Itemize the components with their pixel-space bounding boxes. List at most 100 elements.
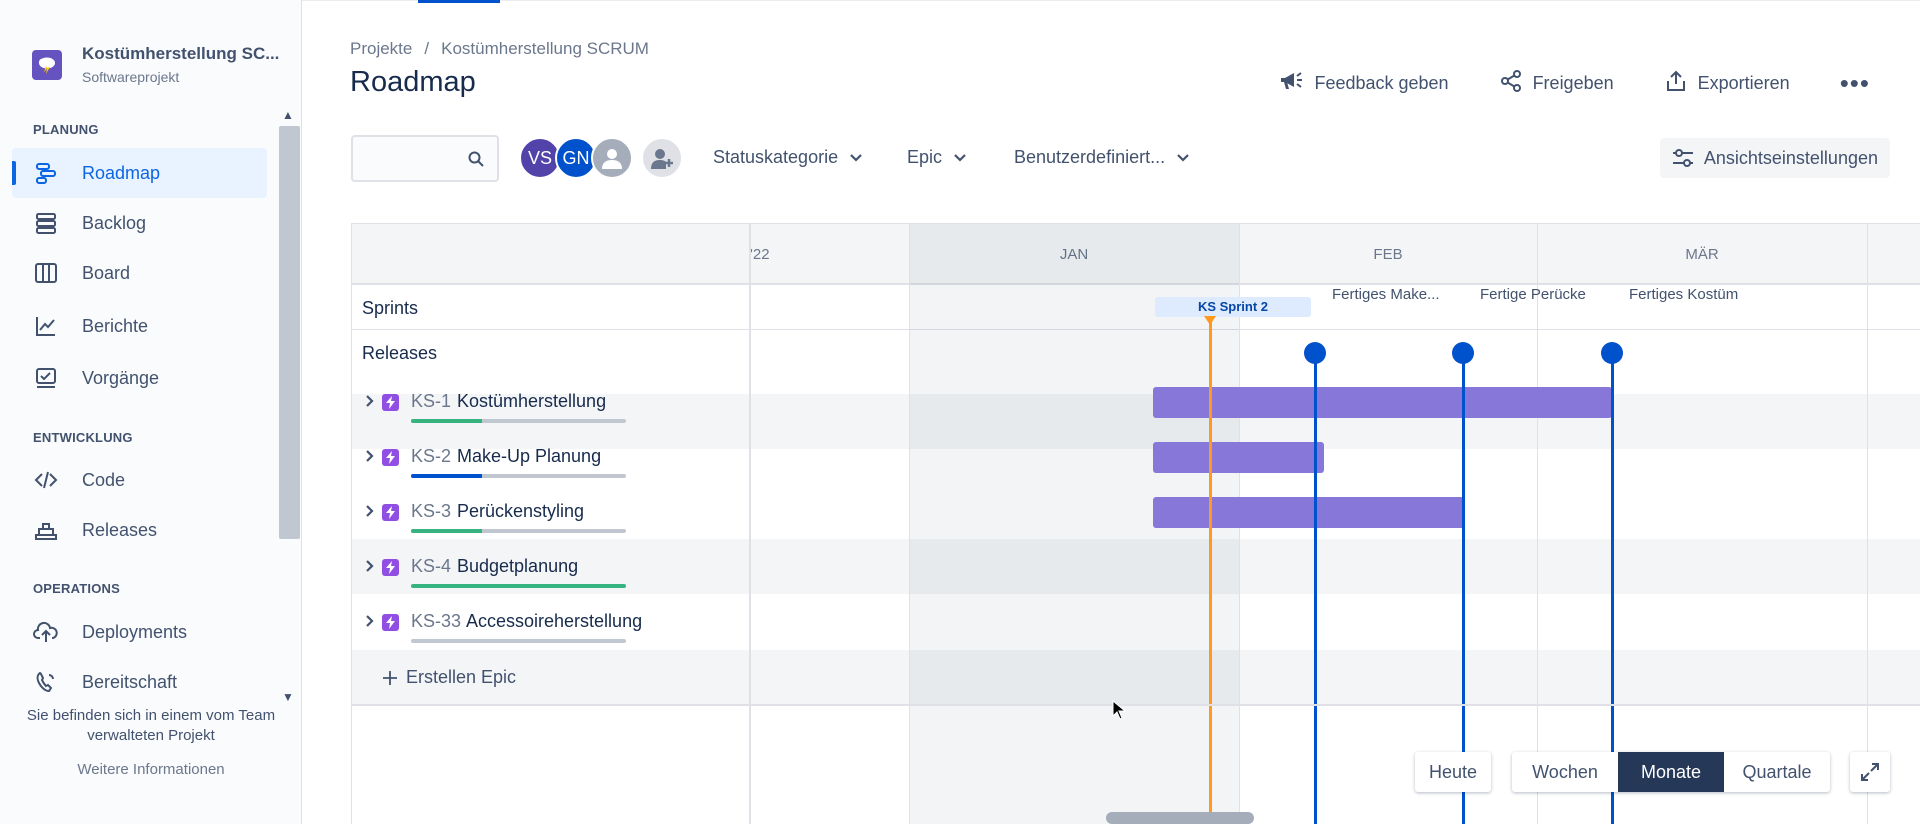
- share-icon: [1499, 69, 1523, 98]
- project-avatar-icon: [32, 49, 62, 80]
- sidebar-item-backlog[interactable]: Backlog: [12, 198, 267, 248]
- avatar-unassigned[interactable]: [591, 137, 633, 179]
- sidebar-nav: PLANUNG Roadmap Backlog Board Berichte: [0, 108, 302, 706]
- expand-chevron-icon[interactable]: [365, 614, 375, 633]
- roadmap-icon: [32, 159, 60, 187]
- release-label[interactable]: Fertiges Kostüm: [1629, 286, 1739, 303]
- custom-filter[interactable]: Benutzerdefiniert...: [1014, 147, 1189, 168]
- code-icon: [32, 466, 60, 494]
- sidebar-item-releases[interactable]: Releases: [12, 505, 267, 555]
- zoom-weeks-button[interactable]: Wochen: [1532, 761, 1598, 782]
- more-info-link[interactable]: Weitere Informationen: [77, 761, 225, 778]
- release-marker[interactable]: [1601, 342, 1623, 364]
- sidebar-item-label: Berichte: [82, 315, 149, 336]
- epic-title: Make-Up Planung: [457, 446, 602, 466]
- epic-row-ks-2[interactable]: KS-2 Make-Up Planung: [352, 430, 749, 485]
- sidebar-item-label: Code: [82, 469, 126, 490]
- epic-progress: [411, 474, 626, 478]
- epic-key: KS-2: [411, 446, 452, 466]
- release-label[interactable]: Fertiges Make...: [1332, 286, 1440, 303]
- issues-icon: [32, 364, 60, 392]
- epic-title: Kostümherstellung: [457, 391, 607, 411]
- expand-chevron-icon[interactable]: [365, 559, 375, 578]
- view-settings-label: Ansichtseinstellungen: [1703, 147, 1878, 168]
- epic-title: Perückenstyling: [457, 501, 585, 521]
- sidebar-scroll-up-icon[interactable]: ▲: [282, 108, 294, 122]
- view-settings-button[interactable]: Ansichtseinstellungen: [1659, 138, 1890, 178]
- epic-filter[interactable]: Epic: [907, 147, 966, 168]
- export-button[interactable]: Exportieren: [1664, 69, 1790, 98]
- epic-row-ks-4[interactable]: KS-4 Budgetplanung: [352, 540, 749, 595]
- breadcrumb: Projekte / Kostümherstellung SCRUM: [350, 39, 649, 59]
- epic-progress: [411, 419, 626, 423]
- sidebar-item-label: Roadmap: [82, 162, 161, 183]
- feedback-button[interactable]: Feedback geben: [1278, 69, 1449, 98]
- sidebar-item-bereitschaft[interactable]: Bereitschaft: [12, 657, 267, 706]
- deployments-icon: [32, 618, 60, 646]
- breadcrumb-project[interactable]: Kostümherstellung SCRUM: [441, 39, 649, 58]
- board-icon: [32, 259, 60, 287]
- expand-chevron-icon[interactable]: [365, 449, 375, 468]
- horizontal-scrollbar[interactable]: [1106, 812, 1254, 824]
- project-name: Kostümherstellung SC...: [82, 44, 280, 63]
- export-icon: [1664, 69, 1688, 98]
- release-label[interactable]: Fertige Perücke: [1480, 286, 1586, 303]
- sidebar-item-board[interactable]: Board: [12, 248, 267, 298]
- avatar-filter: VS GN: [519, 137, 683, 179]
- chevron-down-icon: [1177, 153, 1189, 162]
- expand-chevron-icon[interactable]: [365, 504, 375, 523]
- avatar-gn[interactable]: GN: [555, 137, 597, 179]
- epic-bar-ks-3[interactable]: [1153, 497, 1464, 528]
- sidebar-item-deployments[interactable]: Deployments: [12, 607, 267, 657]
- fullscreen-button[interactable]: [1850, 752, 1890, 792]
- roadmap-timeline: '22 JAN FEB MÄR Sprints Releases KS Spri…: [351, 223, 1920, 824]
- today-button[interactable]: Heute: [1415, 752, 1491, 792]
- avatar-vs[interactable]: VS: [519, 137, 561, 179]
- epic-row-ks-3[interactable]: KS-3 Perückenstyling: [352, 485, 749, 540]
- share-button[interactable]: Freigeben: [1499, 69, 1614, 98]
- epic-key: KS-33: [411, 611, 462, 631]
- month-label: '22: [750, 246, 770, 263]
- project-header[interactable]: Kostümherstellung SC... Softwareprojekt: [32, 44, 279, 85]
- sidebar-item-label: Vorgänge: [82, 367, 160, 388]
- sidebar-item-label: Backlog: [82, 212, 147, 233]
- sprint-chip[interactable]: KS Sprint 2: [1155, 297, 1311, 317]
- epic-lightning-icon: [382, 559, 399, 576]
- search-input[interactable]: [351, 135, 499, 182]
- sidebar-scroll-down-icon[interactable]: ▼: [282, 690, 294, 704]
- sidebar-item-berichte[interactable]: Berichte: [12, 301, 267, 351]
- epic-row-ks-1[interactable]: KS-1 Kostümherstellung: [352, 375, 749, 430]
- release-marker[interactable]: [1304, 342, 1326, 364]
- sidebar-item-code[interactable]: Code: [12, 455, 267, 505]
- epic-filter-label: Epic: [907, 147, 943, 167]
- epic-bar-ks-1[interactable]: [1153, 387, 1612, 418]
- release-marker[interactable]: [1452, 342, 1474, 364]
- add-people-button[interactable]: [641, 137, 683, 179]
- epic-row-ks-33[interactable]: KS-33 Accessoireherstellung: [352, 595, 749, 650]
- today-marker-head: [1204, 316, 1216, 325]
- team-managed-note: Sie befinden sich in einem vom Team verw…: [26, 707, 276, 744]
- sidebar-scrollbar[interactable]: [279, 126, 300, 539]
- epic-bar-ks-2[interactable]: [1153, 442, 1324, 473]
- releases-icon: [32, 516, 60, 544]
- create-epic-button[interactable]: Erstellen Epic: [382, 667, 516, 688]
- top-nav-active-indicator: [418, 0, 500, 3]
- epic-lightning-icon: [382, 394, 399, 411]
- zoom-months-button[interactable]: Monate: [1618, 752, 1724, 792]
- timeline-zoom-switch: Wochen Monate Quartale: [1512, 752, 1830, 792]
- month-label: MÄR: [1685, 246, 1719, 263]
- sidebar-footer: Sie befinden sich in einem vom Team verw…: [0, 706, 302, 780]
- mouse-pointer-icon: [1112, 699, 1127, 725]
- expand-chevron-icon[interactable]: [365, 394, 375, 413]
- sidebar-item-roadmap[interactable]: Roadmap: [12, 148, 267, 198]
- section-entwicklung: ENTWICKLUNG: [33, 430, 133, 445]
- epic-key: KS-1: [411, 391, 452, 411]
- status-category-filter[interactable]: Statuskategorie: [713, 147, 862, 168]
- section-planung: PLANUNG: [33, 122, 99, 137]
- more-actions-icon[interactable]: •••: [1839, 68, 1870, 98]
- epic-progress: [411, 529, 626, 533]
- zoom-quarters-button[interactable]: Quartale: [1742, 761, 1812, 782]
- sidebar-item-vorgaenge[interactable]: Vorgänge: [12, 353, 267, 403]
- expand-icon: [1861, 763, 1879, 781]
- breadcrumb-projects[interactable]: Projekte: [350, 39, 413, 58]
